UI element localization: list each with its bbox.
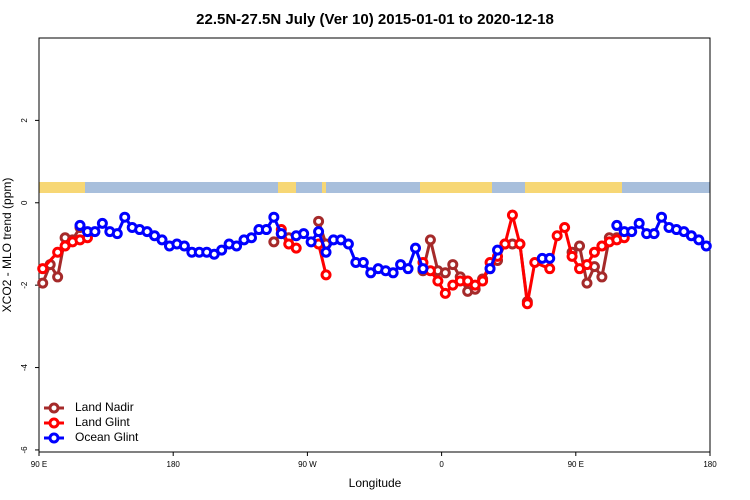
land-band	[278, 182, 296, 193]
data-point	[656, 211, 668, 223]
ocean-band	[39, 182, 710, 193]
y-tick-label: -6	[20, 446, 29, 454]
data-point	[275, 228, 287, 240]
data-point	[566, 250, 578, 262]
y-tick-label: -4	[20, 363, 29, 371]
data-point	[52, 271, 64, 283]
data-point	[648, 228, 660, 240]
data-point	[74, 219, 86, 231]
data-point	[544, 252, 556, 264]
data-point	[506, 209, 518, 221]
data-point	[447, 259, 459, 271]
data-point	[499, 238, 511, 250]
data-point	[477, 275, 489, 287]
data-point	[89, 226, 101, 238]
data-point	[387, 267, 399, 279]
y-tick-label: -2	[20, 281, 29, 289]
data-point	[178, 240, 190, 252]
data-point	[574, 240, 586, 252]
x-tick-label: 0	[439, 460, 444, 469]
data-point	[559, 221, 571, 233]
data-point	[290, 242, 302, 254]
legend-label: Land Glint	[75, 415, 130, 429]
legend-marker	[48, 417, 60, 429]
data-point	[700, 240, 712, 252]
data-point	[410, 242, 422, 254]
data-point	[231, 240, 243, 252]
legend-marker	[48, 432, 60, 444]
legend-label: Land Nadir	[75, 400, 134, 414]
land-band	[525, 182, 622, 193]
chart-title: 22.5N-27.5N July (Ver 10) 2015-01-01 to …	[196, 11, 554, 28]
data-point	[313, 226, 325, 238]
y-tick-label: 0	[20, 200, 29, 205]
data-point	[626, 226, 638, 238]
y-axis-label: XCO2 - MLO trend (ppm)	[0, 178, 14, 313]
data-point	[268, 211, 280, 223]
data-point	[37, 263, 49, 275]
data-point	[305, 236, 317, 248]
data-point	[357, 257, 369, 269]
x-tick-label: 90 E	[31, 460, 47, 469]
data-point	[268, 236, 280, 248]
data-point	[37, 277, 49, 289]
data-point	[260, 224, 272, 236]
x-tick-label: 180	[703, 460, 717, 469]
data-point	[52, 246, 64, 258]
data-point	[439, 287, 451, 299]
data-point	[298, 228, 310, 240]
data-point	[551, 230, 563, 242]
data-point	[119, 211, 131, 223]
land-ocean-band	[39, 182, 710, 193]
data-point	[245, 232, 257, 244]
data-point	[611, 219, 623, 231]
data-point	[693, 234, 705, 246]
x-tick-label: 90 W	[298, 460, 317, 469]
data-point	[402, 263, 414, 275]
data-point	[588, 246, 600, 258]
data-point	[111, 228, 123, 240]
data-point	[581, 259, 593, 271]
data-point	[492, 244, 504, 256]
data-point	[544, 263, 556, 275]
legend-marker	[48, 402, 60, 414]
data-point	[320, 269, 332, 281]
data-point	[156, 234, 168, 246]
data-point	[96, 217, 108, 229]
land-band	[420, 182, 492, 193]
x-axis-label: Longitude	[349, 476, 402, 490]
x-tick-label: 180	[167, 460, 181, 469]
data-point	[633, 217, 645, 229]
data-point	[424, 234, 436, 246]
data-point	[417, 263, 429, 275]
data-point	[484, 263, 496, 275]
data-point	[342, 238, 354, 250]
data-point	[216, 244, 228, 256]
x-tick-label: 90 E	[568, 460, 584, 469]
data-point	[320, 246, 332, 258]
data-point	[581, 277, 593, 289]
data-point	[596, 271, 608, 283]
land-band	[39, 182, 85, 193]
data-point	[439, 267, 451, 279]
data-point	[514, 238, 526, 250]
data-point	[432, 275, 444, 287]
data-point	[521, 298, 533, 310]
y-tick-label: 2	[20, 118, 29, 123]
land-band	[322, 182, 326, 193]
legend-label: Ocean Glint	[75, 430, 139, 444]
data-point	[313, 215, 325, 227]
